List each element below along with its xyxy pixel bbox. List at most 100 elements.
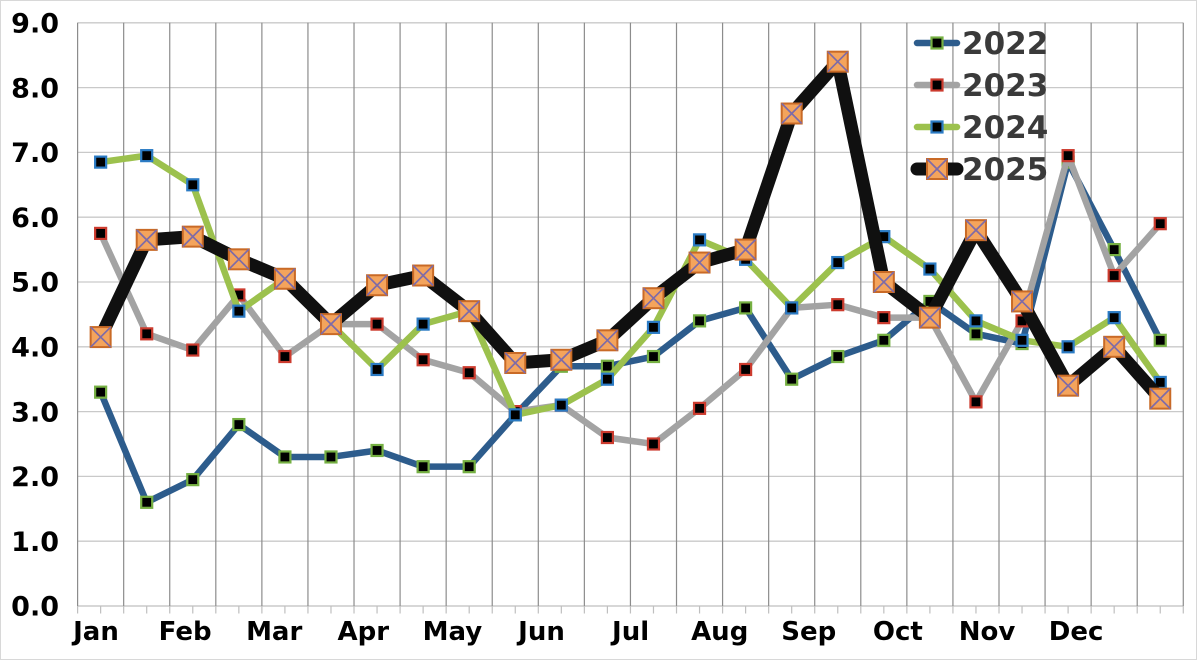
marker-x-stroke	[919, 307, 941, 329]
data-point-marker-2023	[739, 362, 753, 377]
data-point-marker-2024	[232, 304, 246, 318]
data-point-marker-2023	[877, 311, 891, 325]
data-point-marker-2023	[186, 343, 200, 357]
marker-x-stroke	[182, 226, 204, 248]
data-point-marker-2024	[186, 178, 200, 192]
marker-x-stroke	[412, 264, 434, 287]
marker-x-stroke	[1103, 336, 1125, 358]
series-group	[89, 50, 1172, 509]
data-point-marker-2022	[692, 314, 707, 328]
data-point-marker-2023	[1153, 217, 1167, 231]
marker-x-stroke	[1011, 290, 1033, 313]
marker-x-stroke	[1149, 388, 1171, 410]
y-axis-tick-label: 6.0	[11, 203, 59, 234]
data-point-marker-2024	[94, 155, 108, 169]
x-axis-month-label: Jun	[516, 617, 565, 647]
marker-x-stroke	[458, 300, 480, 322]
x-axis-month-labels: Jan Feb Mar Apr May Jun Jul Aug Sep Oct Nov Dec	[71, 617, 1103, 647]
marker-x-stroke	[827, 51, 849, 73]
marker-x-stroke	[781, 102, 803, 125]
marker-x-stroke	[504, 352, 526, 374]
y-axis-tick-label: 2.0	[11, 462, 59, 493]
data-point-marker-2023	[370, 317, 384, 331]
data-point-marker-2024	[1015, 333, 1029, 347]
x-axis-month-label: Sep	[781, 617, 836, 647]
data-point-marker-legend-2023	[930, 78, 944, 92]
marker-x-stroke	[550, 349, 572, 371]
x-axis-ticks	[76, 606, 1184, 614]
legend: 2022 2023 2024 2025	[910, 26, 1048, 188]
data-point-marker-2022	[1107, 243, 1121, 257]
data-point-marker-2024	[831, 255, 845, 270]
data-point-marker-2022	[1153, 333, 1167, 347]
data-point-marker-2022	[462, 460, 476, 474]
legend-label-2022: 2022	[962, 26, 1048, 62]
y-axis-labels: 0.0 1.0 2.0 3.0 4.0 5.0 6.0 7.0 8.0 9.0	[11, 9, 59, 623]
y-axis-tick-label: 3.0	[11, 397, 59, 428]
marker-x-stroke	[596, 329, 619, 351]
y-axis-tick-label: 0.0	[11, 592, 59, 623]
data-point-marker-2024	[923, 262, 937, 276]
x-axis-month-label: Apr	[338, 617, 390, 647]
marker-x-stroke	[926, 158, 948, 180]
legend-label-2024: 2024	[962, 110, 1048, 146]
marker-x-stroke	[228, 248, 250, 270]
data-point-marker-legend-2024	[930, 120, 944, 134]
data-point-marker-2023	[416, 353, 430, 367]
data-point-marker-2022	[232, 417, 246, 432]
marker-x-stroke	[136, 229, 158, 251]
data-point-marker-2022	[186, 473, 200, 487]
x-axis-month-label: Oct	[873, 617, 923, 647]
data-point-marker-2024	[1061, 340, 1075, 354]
marker-x-stroke	[735, 238, 757, 261]
marker-x-stroke	[90, 326, 112, 348]
data-point-marker-2022	[416, 460, 430, 474]
legend-item-2025: 2025	[910, 152, 1048, 188]
data-point-marker-2024	[600, 372, 615, 386]
marker-x-stroke	[320, 313, 342, 335]
x-axis-month-label: May	[423, 617, 483, 647]
data-point-marker-2024	[692, 233, 707, 247]
x-axis-month-label: Jul	[610, 617, 649, 647]
data-point-marker-2022	[739, 301, 753, 315]
data-point-marker-2022	[278, 450, 292, 464]
data-point-marker-2024	[508, 408, 522, 422]
x-axis-month-label: Jan	[71, 617, 119, 647]
marker-x-stroke	[688, 251, 711, 274]
marker-x-stroke	[1057, 375, 1079, 397]
data-point-marker-2022	[831, 349, 845, 364]
data-point-marker-2024	[1107, 311, 1121, 325]
data-point-marker-2023	[278, 349, 292, 364]
data-point-marker-2023	[831, 298, 845, 312]
y-axis-tick-label: 9.0	[11, 9, 59, 40]
data-point-marker-legend-2022	[930, 36, 944, 50]
data-point-marker-2022	[324, 450, 338, 464]
y-axis-tick-label: 1.0	[11, 527, 59, 558]
x-axis-month-label: Feb	[159, 617, 212, 647]
x-axis-month-label: Mar	[246, 617, 302, 647]
data-point-marker-2022	[140, 495, 154, 509]
data-point-marker-2024	[370, 362, 384, 377]
data-point-marker-2024	[416, 317, 430, 331]
x-axis-month-label: Nov	[959, 617, 1016, 647]
data-point-marker-2022	[785, 372, 799, 386]
series-2025	[89, 50, 1172, 410]
marker-x-stroke	[642, 287, 665, 309]
data-point-marker-2023	[646, 437, 661, 451]
y-axis-tick-label: 5.0	[11, 268, 59, 299]
legend-item-2024: 2024	[913, 110, 1048, 146]
data-point-marker-2022	[646, 349, 661, 364]
data-point-marker-2023	[1061, 149, 1075, 163]
data-point-marker-2024	[554, 398, 568, 412]
data-point-marker-2022	[600, 359, 615, 373]
data-point-marker-2023	[969, 395, 983, 409]
legend-label-2023: 2023	[962, 68, 1048, 104]
marker-x-stroke	[965, 219, 987, 241]
data-point-marker-2023	[462, 366, 476, 380]
data-point-marker-2022	[370, 443, 384, 458]
series-line-2022	[97, 158, 1164, 506]
legend-item-2022: 2022	[913, 26, 1048, 62]
data-point-marker-2023	[1107, 268, 1121, 283]
